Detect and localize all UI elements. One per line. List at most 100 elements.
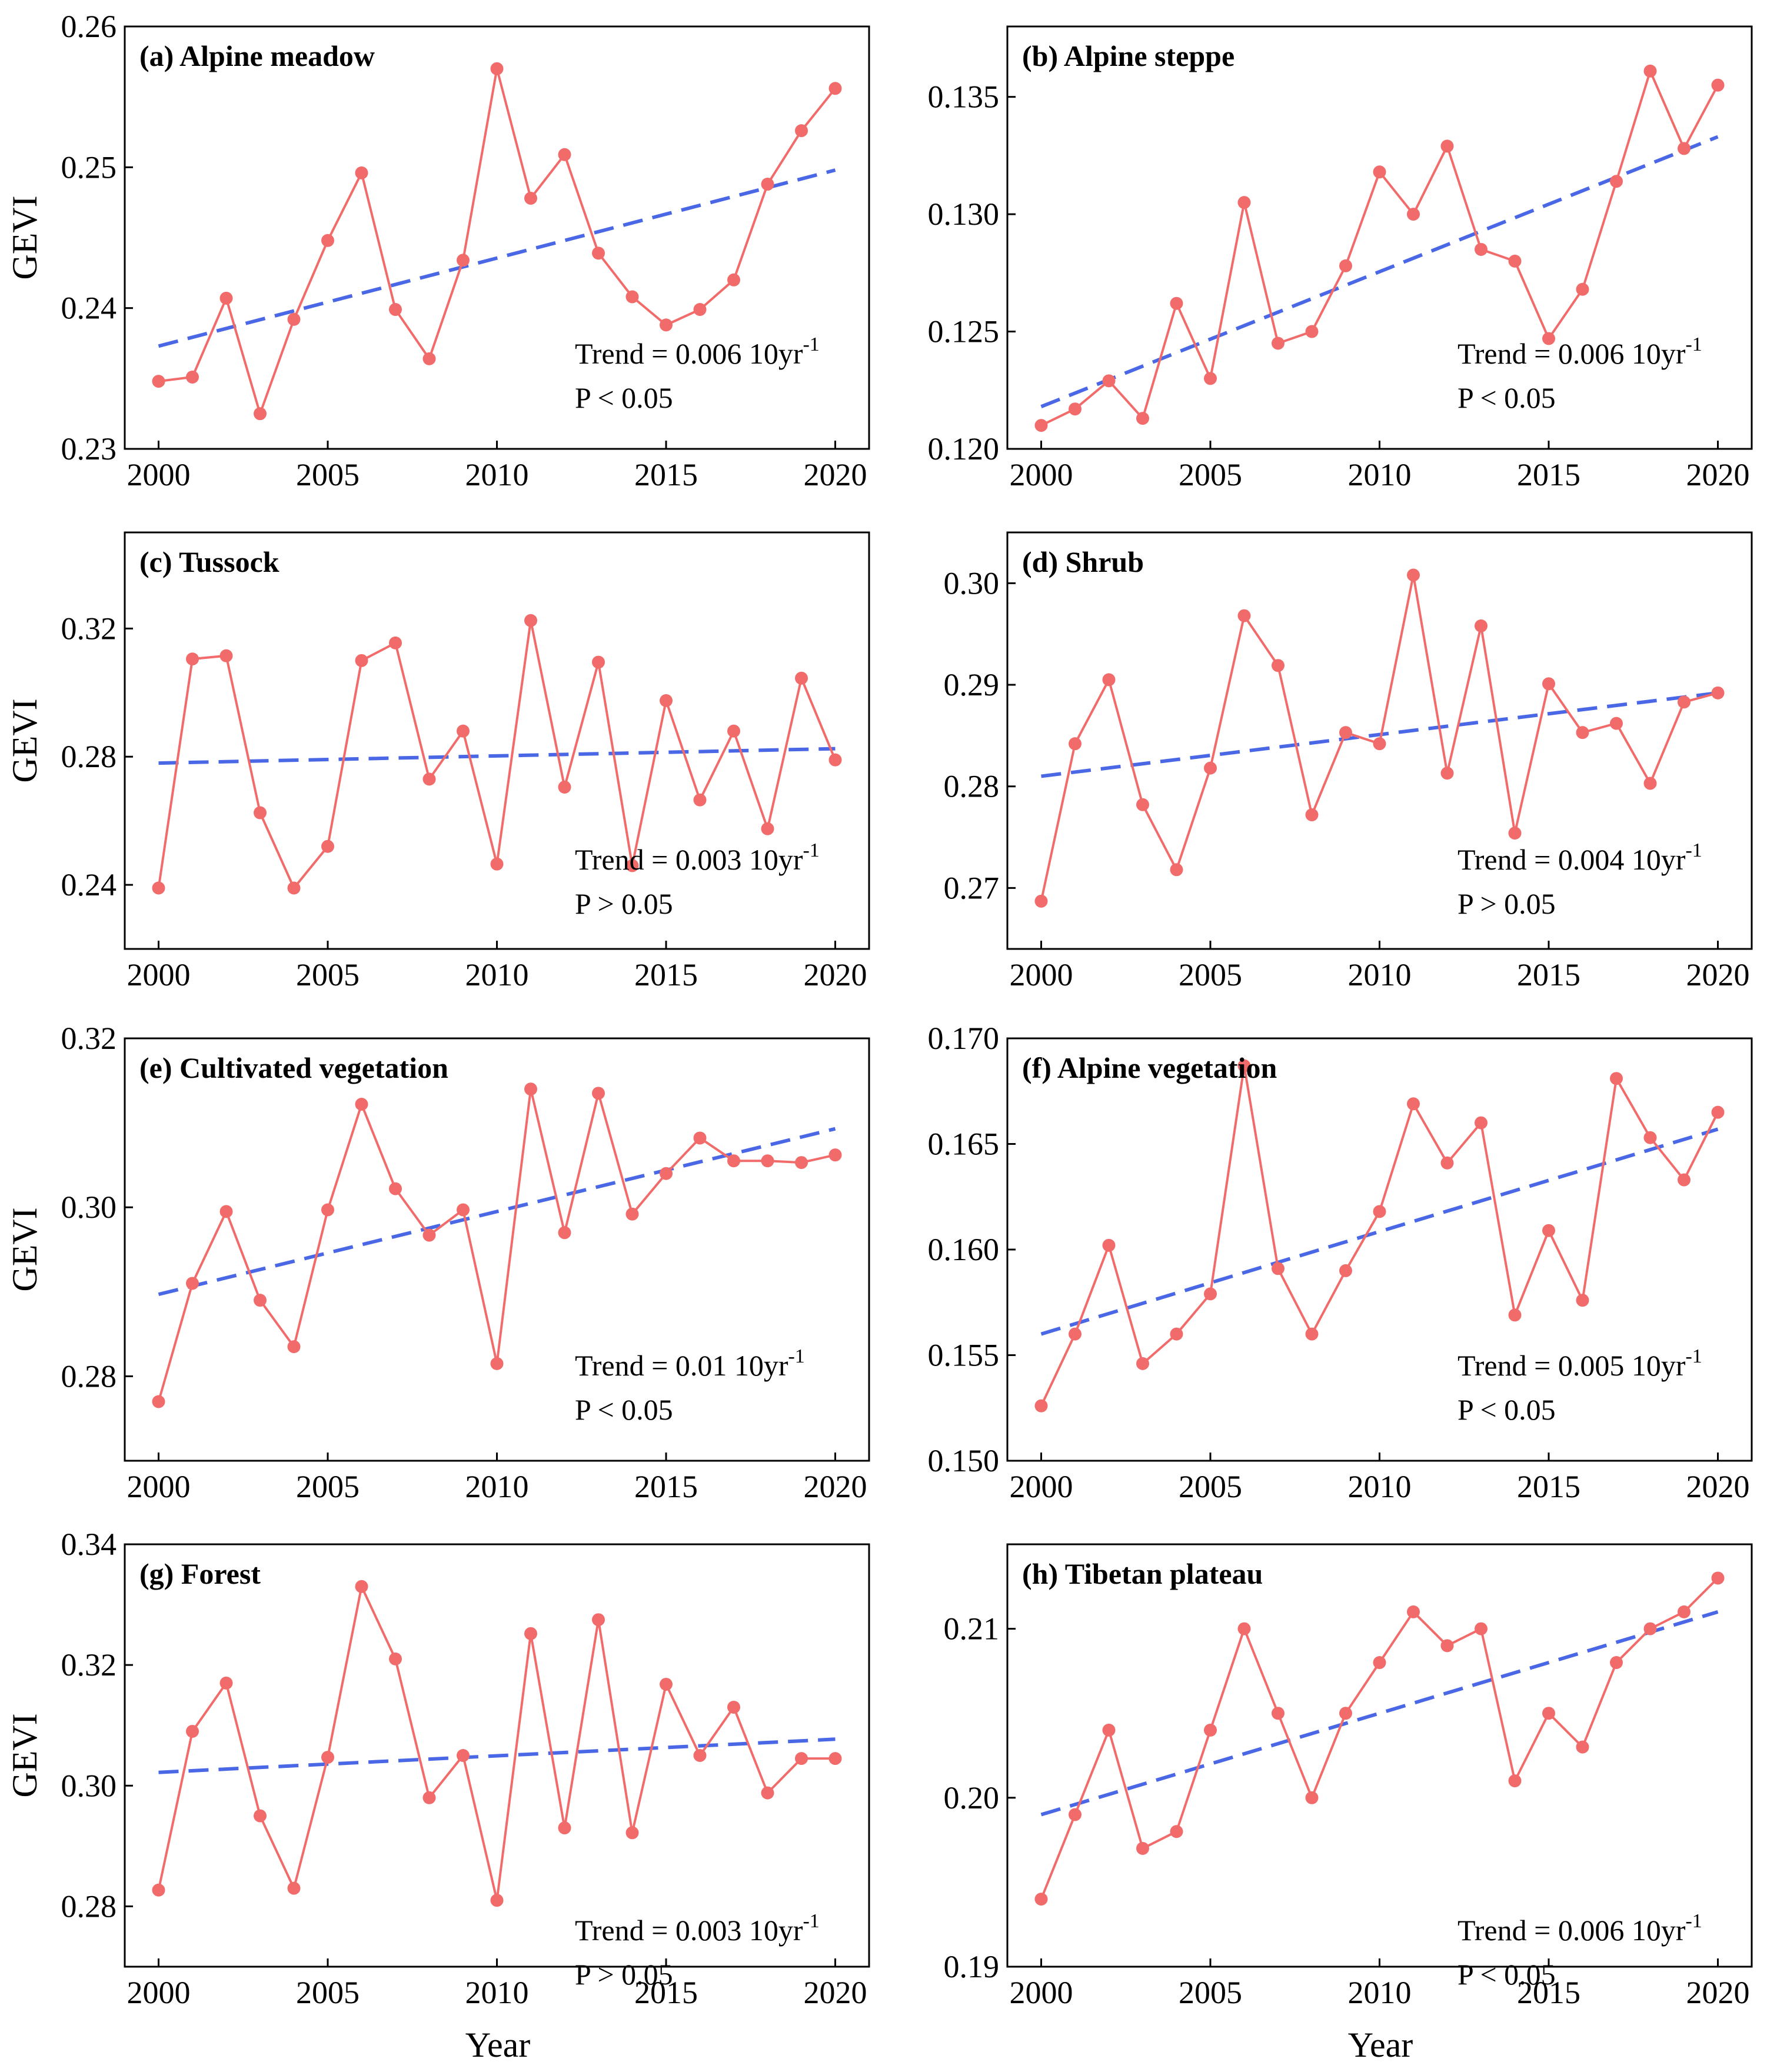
data-point <box>490 1894 504 1907</box>
data-point <box>1339 726 1352 739</box>
panel-e: 2000 2005 2010 2015 2020 0.28 0.30 0.32 GEVI (e) … <box>5 1021 870 1504</box>
panel-title: (c) Tussock <box>139 545 279 578</box>
panel-c: 2000 2005 2010 2015 2020 0.24 0.28 0.32 GEVI (c) … <box>5 531 870 992</box>
trend-annotation: Trend = 0.006 10yr-1 <box>1457 334 1702 370</box>
x-axis-title-right: Year <box>1348 2026 1413 2064</box>
y-tick-label: 0.25 <box>61 149 117 185</box>
y-tick-label: 0.135 <box>928 79 1000 115</box>
trend-text: Trend = 0.003 10yr <box>575 843 803 876</box>
panel-f: 2000 2005 2010 2015 2020 0.150 0.155 0.160 0.165… <box>928 1021 1753 1504</box>
p-value-text: P < 0.05 <box>1457 381 1556 414</box>
y-tick-label: 0.32 <box>61 1021 117 1056</box>
trend-exponent: -1 <box>1685 334 1702 355</box>
x-axis-title-left: Year <box>465 2026 531 2064</box>
trend-line <box>158 747 836 765</box>
trend-text: Trend = 0.006 10yr <box>575 337 803 370</box>
x-tick-label: 2010 <box>1348 457 1412 492</box>
y-tick-label: 0.125 <box>928 314 1000 349</box>
data-point <box>592 246 605 260</box>
panel-title: (g) Forest <box>139 1557 261 1590</box>
data-point <box>592 1087 605 1100</box>
data-point <box>1272 1262 1285 1275</box>
y-tick-label: 0.34 <box>61 1527 117 1562</box>
trend-line <box>1040 1127 1719 1336</box>
data-point <box>1339 1264 1352 1277</box>
data-point <box>524 614 537 627</box>
data-point <box>287 312 301 326</box>
y-tick-label: 0.160 <box>928 1232 1000 1267</box>
data-point <box>795 1752 808 1765</box>
data-point <box>828 753 842 767</box>
data-point <box>355 654 368 667</box>
data-point <box>1643 777 1657 790</box>
data-point <box>625 290 639 304</box>
data-point <box>1373 1205 1386 1218</box>
x-tick-label: 2010 <box>1348 1469 1412 1504</box>
data-point <box>389 303 402 317</box>
data-point <box>1034 419 1048 432</box>
data-point <box>1407 1097 1420 1111</box>
data-point <box>1576 1294 1589 1307</box>
x-tick-label: 2000 <box>1010 1469 1073 1504</box>
y-axis-title: GEVI <box>5 698 44 782</box>
x-tick-label: 2010 <box>1348 957 1412 992</box>
plot-frame <box>124 531 870 950</box>
data-point <box>457 724 470 738</box>
x-tick-label: 2000 <box>1010 457 1073 492</box>
data-point <box>321 1751 334 1764</box>
y-tick-label: 0.29 <box>944 667 1000 702</box>
data-point <box>422 352 436 365</box>
data-point <box>490 857 504 871</box>
data-point <box>321 1203 334 1217</box>
trend-annotation: Trend = 0.006 10yr-1 <box>575 334 820 370</box>
trend-exponent: -1 <box>803 840 819 861</box>
data-point <box>1204 372 1217 385</box>
data-point <box>1102 1723 1116 1737</box>
data-point <box>625 1207 639 1221</box>
data-point <box>457 1203 470 1217</box>
data-point <box>186 652 199 666</box>
data-point <box>1204 1287 1217 1301</box>
x-tick-label: 2005 <box>296 957 360 992</box>
p-value-text: P > 0.05 <box>1457 887 1556 920</box>
data-point <box>321 234 334 247</box>
trend-exponent: -1 <box>1685 840 1702 861</box>
data-point <box>1069 402 1082 416</box>
data-point <box>389 636 402 649</box>
data-point <box>355 1098 368 1111</box>
y-tick-label: 0.32 <box>61 1647 117 1683</box>
y-tick-label: 0.170 <box>928 1021 1000 1056</box>
data-point <box>558 1226 571 1240</box>
data-point <box>1678 1605 1691 1618</box>
x-tick-label: 2010 <box>465 1469 529 1504</box>
data-point <box>727 1700 740 1714</box>
data-point <box>1170 1825 1183 1838</box>
data-point <box>693 793 707 807</box>
data-point <box>219 1676 233 1690</box>
data-point <box>1610 175 1623 188</box>
panel-title: (h) Tibetan plateau <box>1022 1557 1263 1590</box>
data-point <box>152 1883 165 1897</box>
data-point <box>693 303 707 317</box>
data-point <box>727 724 740 738</box>
trend-line <box>158 168 836 348</box>
data-point <box>592 655 605 669</box>
trend-exponent: -1 <box>1685 1345 1702 1367</box>
x-tick-label: 2005 <box>1179 457 1242 492</box>
data-point <box>1204 761 1217 775</box>
y-tick-label: 0.120 <box>928 431 1000 467</box>
panel-title: (e) Cultivated vegetation <box>139 1051 448 1084</box>
x-tick-label: 2020 <box>1686 457 1750 492</box>
x-tick-label: 2005 <box>296 1469 360 1504</box>
data-point <box>1508 254 1522 268</box>
y-tick-label: 0.30 <box>61 1190 117 1225</box>
trend-text: Trend = 0.006 10yr <box>1457 1914 1686 1947</box>
data-point <box>1373 1656 1386 1670</box>
data-point <box>660 318 673 332</box>
data-point <box>287 881 301 895</box>
data-point <box>490 62 504 75</box>
panel-title: (f) Alpine vegetation <box>1022 1051 1277 1084</box>
data-point <box>219 649 233 662</box>
trend-line <box>1041 691 1718 778</box>
data-point <box>1102 673 1116 687</box>
